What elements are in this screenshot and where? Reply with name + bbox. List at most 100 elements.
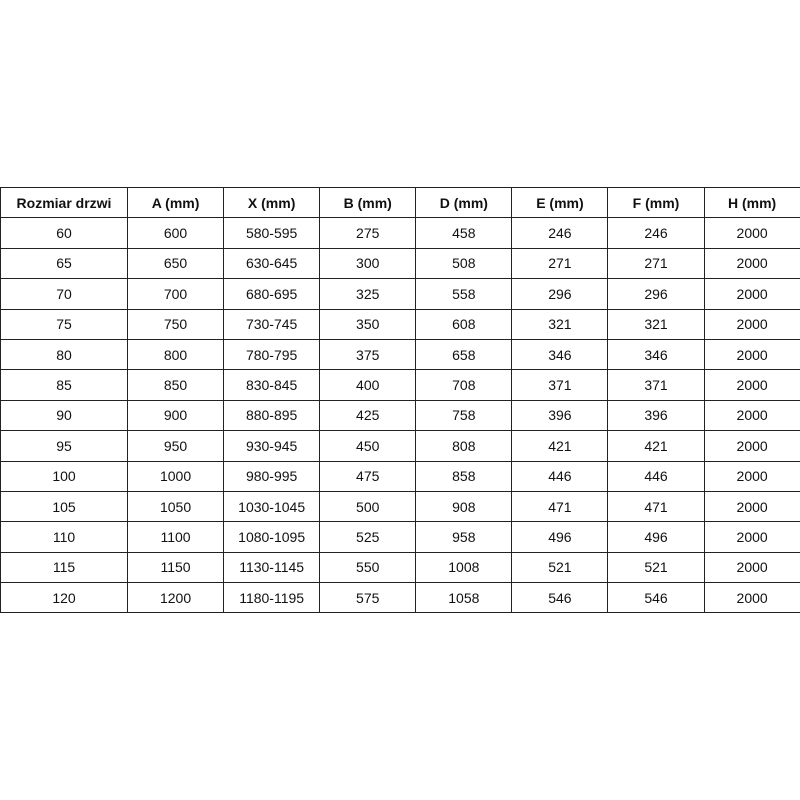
table-cell: 1058: [415, 582, 513, 614]
table-cell: 880-895: [223, 399, 321, 432]
table-cell: 80: [0, 338, 128, 371]
table-row: 110 1100 1080-1095 525 958 496 496 2000: [0, 521, 800, 553]
table-cell: 580-595: [223, 217, 321, 249]
table-cell: 100: [0, 460, 128, 492]
table-cell: 296: [607, 278, 705, 310]
table-row: 120 1200 1180-1195 575 1058 546 546 2000: [0, 582, 800, 614]
table-cell: 458: [415, 217, 513, 249]
table-cell: 2000: [703, 582, 800, 614]
table-cell: 600: [126, 217, 225, 249]
column-header: E (mm): [511, 186, 609, 219]
table-row: 100 1000 980-995 475 858 446 446 2000: [0, 460, 800, 492]
table-row: 75 750 730-745 350 608 321 321 2000: [0, 308, 800, 340]
table-cell: 1130-1145: [223, 551, 321, 584]
table-cell: 300: [319, 247, 417, 280]
table-row: 65 650 630-645 300 508 271 271 2000: [0, 247, 800, 280]
table-cell: 321: [607, 308, 705, 340]
column-header: H (mm): [703, 186, 800, 219]
table-cell: 2000: [703, 217, 800, 249]
table-cell: 450: [319, 430, 417, 462]
table-cell: 1030-1045: [223, 490, 321, 523]
table-cell: 900: [126, 399, 225, 432]
table-cell: 475: [319, 460, 417, 492]
table-cell: 550: [319, 551, 417, 584]
table-cell: 1080-1095: [223, 521, 321, 553]
table-cell: 2000: [703, 247, 800, 280]
table-cell: 271: [607, 247, 705, 280]
table-cell: 958: [415, 521, 513, 553]
table-cell: 500: [319, 490, 417, 523]
table-row: 85 850 830-845 400 708 371 371 2000: [0, 369, 800, 401]
table-cell: 246: [511, 217, 609, 249]
table-cell: 1000: [126, 460, 225, 492]
table-cell: 271: [511, 247, 609, 280]
door-size-table: Rozmiar drzwi A (mm) X (mm) B (mm) D (mm) E (…: [0, 186, 800, 614]
table-cell: 608: [415, 308, 513, 340]
table-cell: 950: [126, 430, 225, 462]
table-row: 60 600 580-595 275 458 246 246 2000: [0, 217, 800, 249]
table-row: 80 800 780-795 375 658 346 346 2000: [0, 338, 800, 371]
table-cell: 630-645: [223, 247, 321, 280]
table-cell: 2000: [703, 399, 800, 432]
table-cell: 2000: [703, 490, 800, 523]
table-cell: 296: [511, 278, 609, 310]
table-cell: 758: [415, 399, 513, 432]
table-cell: 110: [0, 521, 128, 553]
table-cell: 680-695: [223, 278, 321, 310]
table-cell: 246: [607, 217, 705, 249]
table-cell: 371: [511, 369, 609, 401]
table-cell: 70: [0, 278, 128, 310]
table-cell: 521: [607, 551, 705, 584]
table-cell: 800: [126, 338, 225, 371]
table-cell: 2000: [703, 460, 800, 492]
column-header: A (mm): [126, 186, 225, 219]
table-cell: 496: [511, 521, 609, 553]
table-row: 70 700 680-695 325 558 296 296 2000: [0, 278, 800, 310]
table-cell: 400: [319, 369, 417, 401]
table-cell: 2000: [703, 338, 800, 371]
table-cell: 1100: [126, 521, 225, 553]
table-cell: 90: [0, 399, 128, 432]
table-cell: 508: [415, 247, 513, 280]
table-cell: 375: [319, 338, 417, 371]
table-cell: 325: [319, 278, 417, 310]
table-cell: 658: [415, 338, 513, 371]
table-cell: 2000: [703, 308, 800, 340]
table-row: 95 950 930-945 450 808 421 421 2000: [0, 430, 800, 462]
table-cell: 558: [415, 278, 513, 310]
table-cell: 346: [607, 338, 705, 371]
table-cell: 421: [607, 430, 705, 462]
table-cell: 850: [126, 369, 225, 401]
table-cell: 105: [0, 490, 128, 523]
table-cell: 471: [511, 490, 609, 523]
table-cell: 930-945: [223, 430, 321, 462]
table-cell: 575: [319, 582, 417, 614]
table-cell: 1008: [415, 551, 513, 584]
table-cell: 730-745: [223, 308, 321, 340]
table-cell: 95: [0, 430, 128, 462]
table-cell: 371: [607, 369, 705, 401]
table-cell: 421: [511, 430, 609, 462]
table-cell: 346: [511, 338, 609, 371]
table-cell: 496: [607, 521, 705, 553]
table-cell: 65: [0, 247, 128, 280]
table-cell: 1200: [126, 582, 225, 614]
table-cell: 350: [319, 308, 417, 340]
table-cell: 1050: [126, 490, 225, 523]
table-cell: 75: [0, 308, 128, 340]
column-header: B (mm): [319, 186, 417, 219]
table-cell: 908: [415, 490, 513, 523]
header-row: Rozmiar drzwi A (mm) X (mm) B (mm) D (mm) E (…: [0, 186, 800, 219]
table-cell: 700: [126, 278, 225, 310]
table-cell: 446: [607, 460, 705, 492]
table-cell: 275: [319, 217, 417, 249]
table-cell: 858: [415, 460, 513, 492]
table-cell: 830-845: [223, 369, 321, 401]
table-cell: 525: [319, 521, 417, 553]
table-row: 90 900 880-895 425 758 396 396 2000: [0, 399, 800, 432]
table-cell: 980-995: [223, 460, 321, 492]
table-cell: 2000: [703, 278, 800, 310]
table-cell: 1180-1195: [223, 582, 321, 614]
column-header: Rozmiar drzwi: [0, 186, 128, 219]
table-cell: 780-795: [223, 338, 321, 371]
